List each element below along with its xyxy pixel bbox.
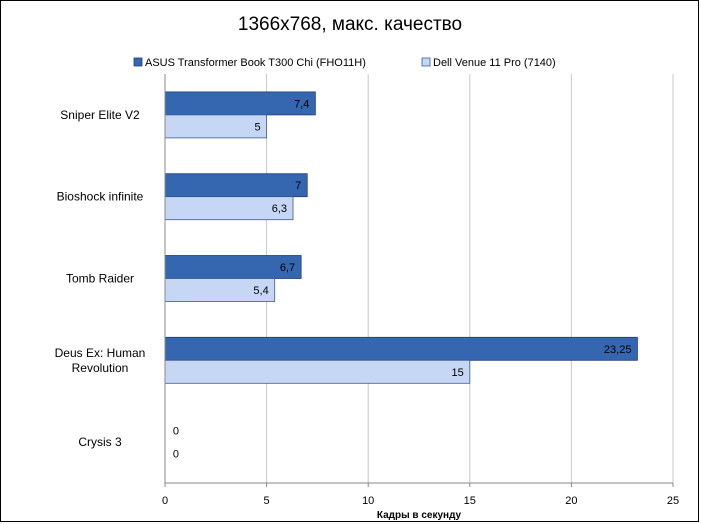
data-label: 6,7 (280, 262, 295, 274)
data-label: 5,4 (253, 285, 268, 297)
legend-label-series-1: ASUS Transformer Book T300 Chi (FHO11H) (145, 57, 366, 69)
x-tick-label: 10 (362, 495, 374, 507)
x-tick-label: 20 (565, 495, 577, 507)
chart-title: 1366x768, макс. качество (238, 14, 462, 35)
category-label: Crysis 3 (78, 435, 122, 449)
legend-label-series-2: Dell Venue 11 Pro (7140) (433, 57, 556, 69)
data-label: 0 (173, 426, 179, 438)
data-label: 23,25 (604, 344, 632, 356)
category-label: Sniper Elite V2 (60, 108, 140, 122)
x-tick-label: 0 (162, 495, 168, 507)
data-label: 15 (452, 367, 464, 379)
bar-series-1 (164, 336, 638, 361)
bar-series-1 (164, 173, 308, 198)
category-labels: Sniper Elite V2 Bioshock infinite Tomb Rai… (55, 108, 146, 449)
bar-series-2 (164, 114, 267, 139)
x-tick-label: 5 (264, 495, 270, 507)
x-axis-label: Кадры в секунду (377, 510, 462, 521)
category-label: Tomb Raider (66, 272, 134, 286)
x-tick-label: 15 (464, 495, 476, 507)
gridlines (266, 74, 674, 483)
data-label: 5 (254, 121, 260, 133)
legend: ASUS Transformer Book T300 Chi (FHO11H) … (133, 57, 556, 69)
bar-series-1 (164, 91, 316, 116)
legend-swatch-series-1 (133, 57, 143, 67)
legend-swatch-series-2 (421, 57, 431, 67)
category-label: Bioshock infinite (57, 190, 144, 204)
bars: 7,4 5 7 6,3 6,7 5,4 23,25 15 0 0 (164, 91, 638, 461)
x-tick-label: 25 (667, 495, 679, 507)
x-axis-ticks: 0 5 10 15 20 25 (162, 483, 679, 507)
category-label: Deus Ex: Human Revolution (55, 346, 146, 375)
data-label: 7 (295, 180, 301, 192)
data-label: 7,4 (294, 98, 309, 110)
bar-series-2 (164, 359, 471, 384)
data-label: 0 (173, 449, 179, 461)
data-label: 6,3 (272, 203, 287, 215)
